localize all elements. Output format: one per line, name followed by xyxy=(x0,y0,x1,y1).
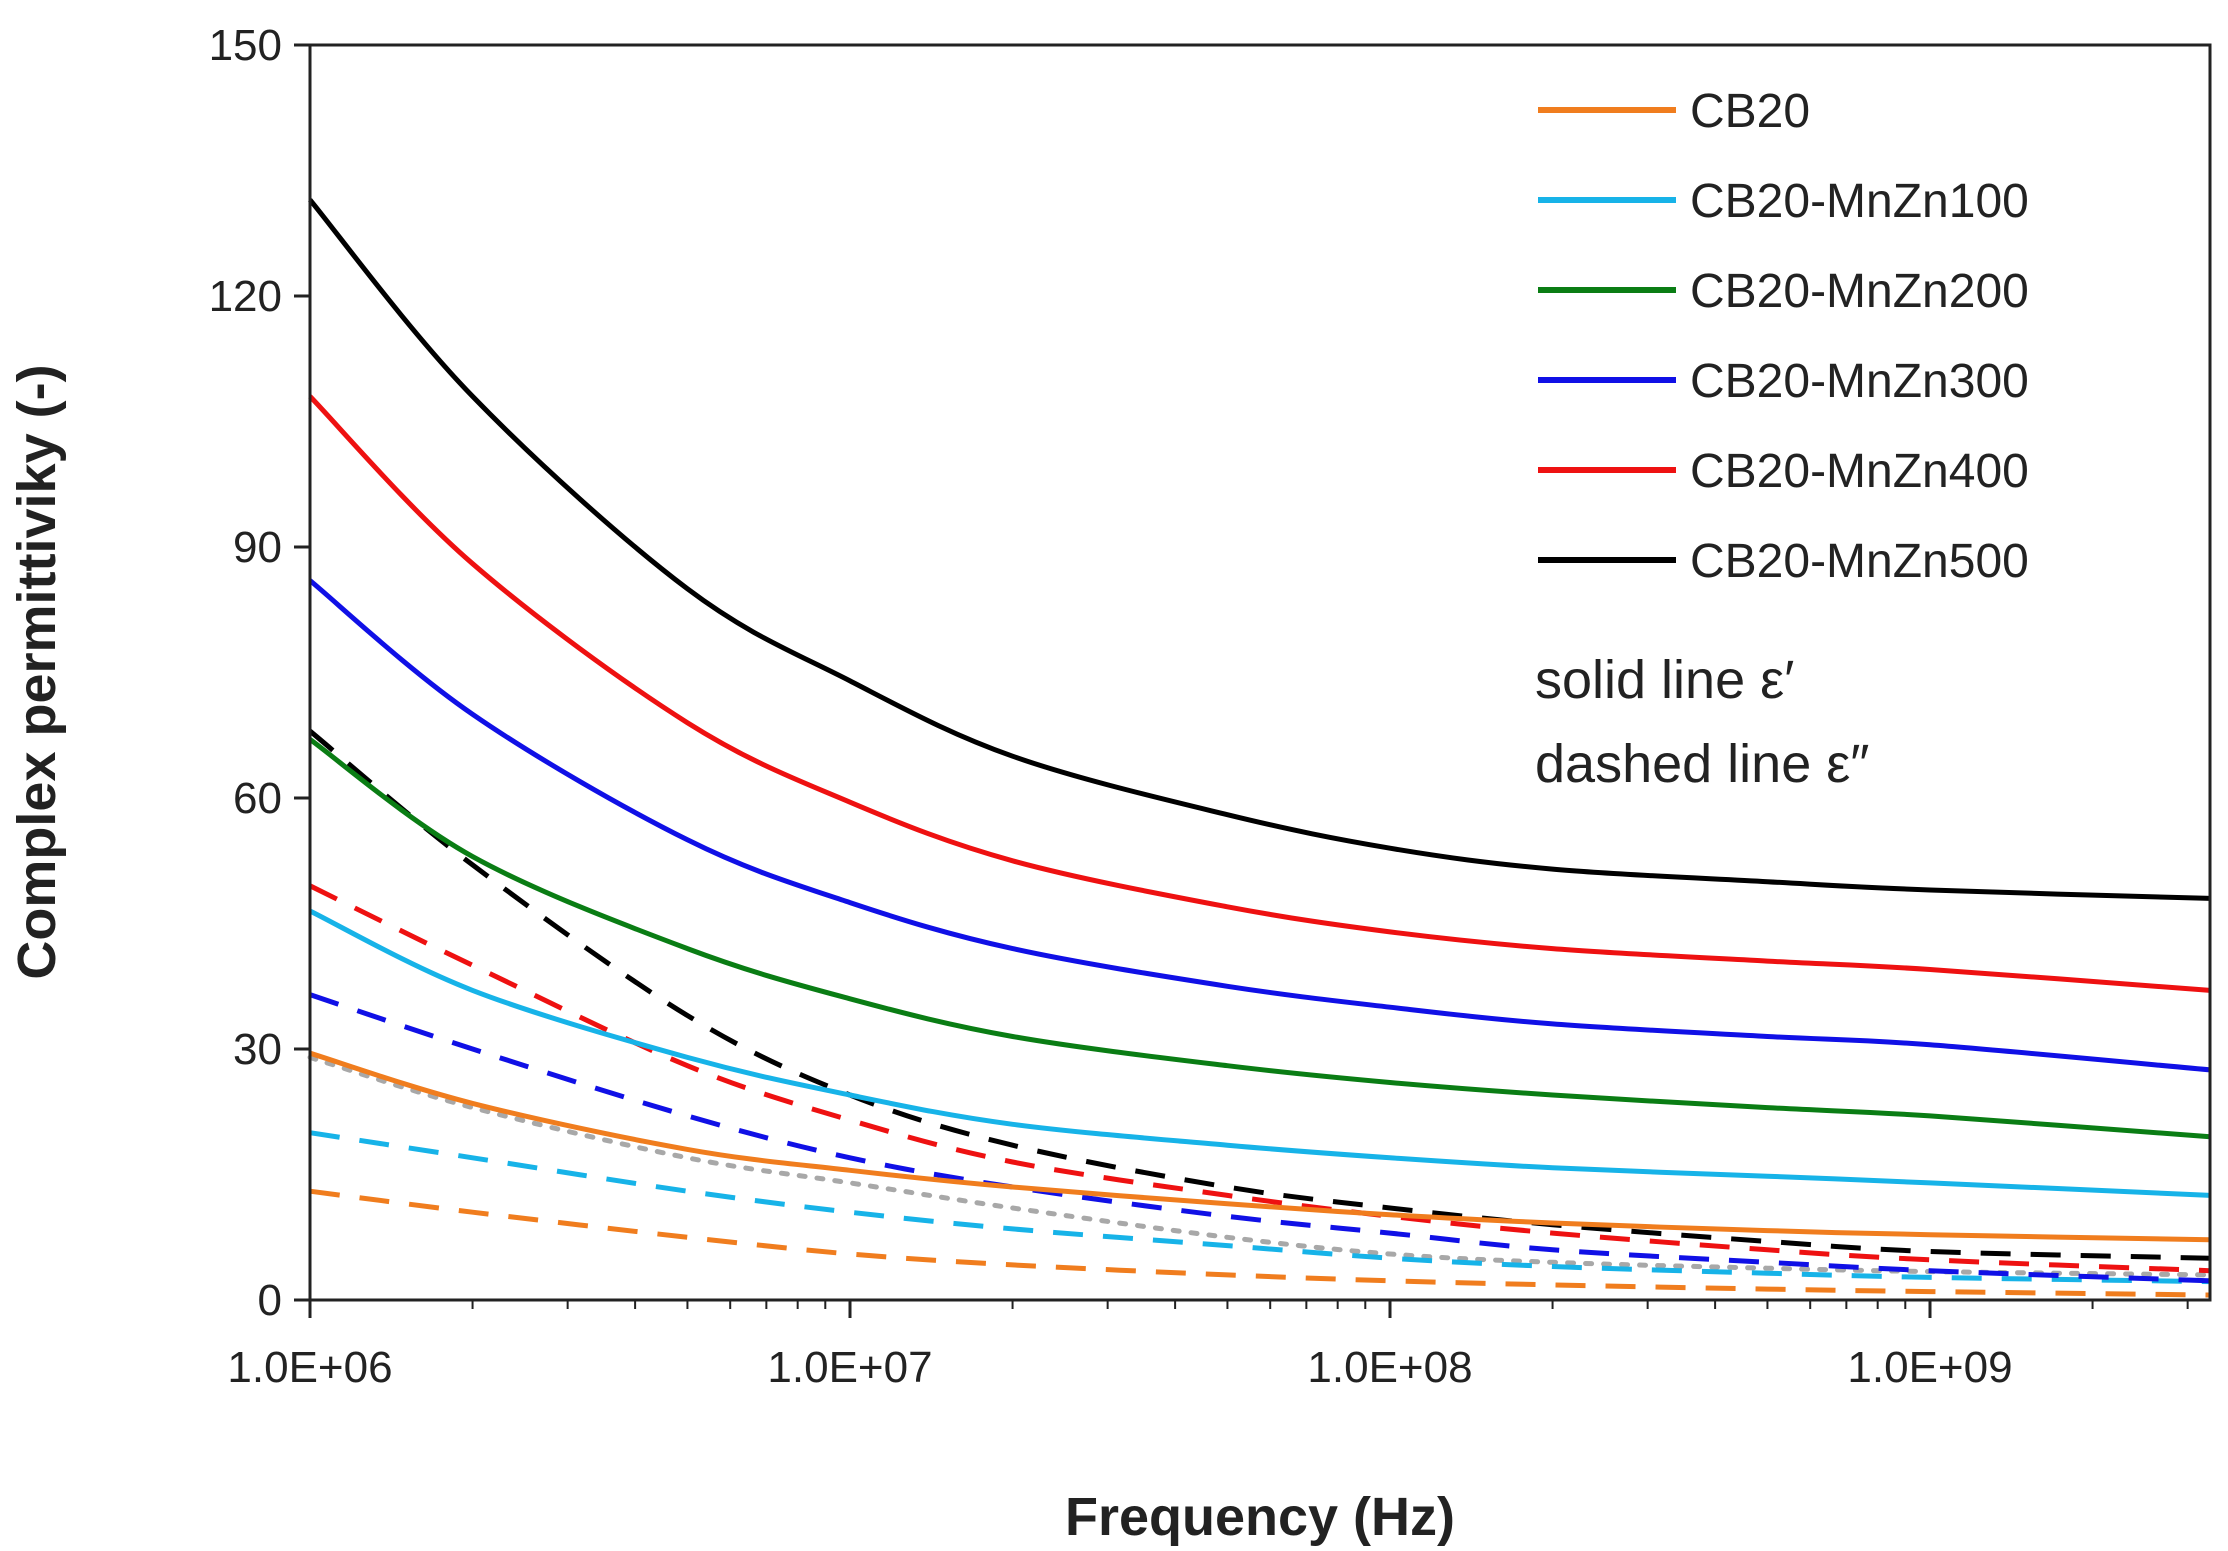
legend-label-cb20-mnzn400: CB20-MnZn400 xyxy=(1690,445,2029,498)
series-line-cb20-mnzn100-real xyxy=(308,908,2211,1198)
y-axis-title: Complex permittiviky (-) xyxy=(7,364,67,979)
annotation-solid-line: solid line ε′ xyxy=(1535,650,1794,710)
x-tick-label: 1.0E+09 xyxy=(1847,1343,2012,1392)
legend-label-cb20-mnzn200: CB20-MnZn200 xyxy=(1690,265,2029,318)
series-line-cb20-mnzn400-real xyxy=(308,394,2211,993)
y-tick-label: 150 xyxy=(209,21,282,70)
x-axis-ticks: 1.0E+06 1.0E+07 1.0E+08 1.0E+09 xyxy=(227,1300,2189,1392)
series-line-cb20-mnzn300-real xyxy=(308,578,2211,1073)
series-line-cb20-mnzn300-imaginary xyxy=(309,992,2211,1284)
plot-frame xyxy=(308,43,2212,1302)
x-tick-label: 1.0E+08 xyxy=(1307,1343,1472,1392)
legend: CB20 CB20-MnZn100 CB20-MnZn200 CB20-MnZn300… xyxy=(1538,85,2029,588)
y-tick-label: 60 xyxy=(233,774,282,823)
y-axis-ticks: 0 30 60 90 120 150 xyxy=(209,21,310,1325)
series-line-cb20-mnzn200-imaginary xyxy=(307,1054,2213,1278)
plot-lines xyxy=(307,198,2213,1298)
legend-label-cb20-mnzn100: CB20-MnZn100 xyxy=(1690,175,2029,228)
series-line-cb20-real xyxy=(309,1050,2211,1243)
legend-label-cb20-mnzn300: CB20-MnZn300 xyxy=(1690,355,2029,408)
x-axis-title: Frequency (Hz) xyxy=(1065,1487,1455,1547)
series-line-cb20-mnzn400-imaginary xyxy=(308,883,2211,1274)
series-line-cb20-mnzn200-real xyxy=(308,737,2211,1140)
y-tick-label: 90 xyxy=(233,523,282,572)
x-tick-label: 1.0E+07 xyxy=(767,1343,932,1392)
legend-label-cb20-mnzn500: CB20-MnZn500 xyxy=(1690,535,2029,588)
annotation-dashed-line: dashed line ε″ xyxy=(1535,734,1869,794)
x-tick-label: 1.0E+06 xyxy=(227,1343,392,1392)
legend-label-cb20: CB20 xyxy=(1690,85,1810,138)
series-line-cb20-mnzn500-imaginary xyxy=(308,729,2211,1261)
y-tick-label: 30 xyxy=(233,1025,282,1074)
y-tick-label: 120 xyxy=(209,272,282,321)
y-tick-label: 0 xyxy=(258,1276,282,1325)
series-line-cb20-imaginary xyxy=(309,1188,2211,1298)
series-line-cb20-mnzn100-imaginary xyxy=(309,1130,2211,1285)
series-line-cb20-mnzn500-real xyxy=(308,198,2211,901)
